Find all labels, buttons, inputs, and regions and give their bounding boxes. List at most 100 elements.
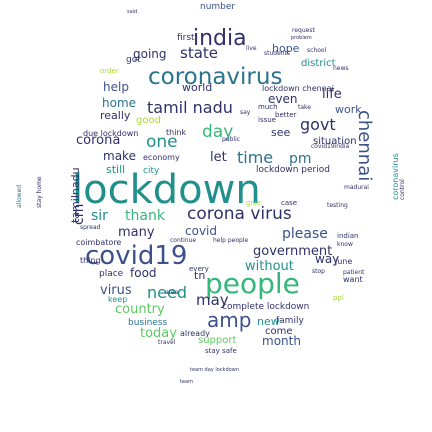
word-continue: continue [170, 237, 197, 244]
word-today: today [140, 326, 177, 341]
word-team-day-lockdown: team day lockdown [190, 367, 239, 373]
word-home: home [102, 96, 137, 110]
word-let: let [210, 150, 227, 165]
word-problem: problem [291, 35, 312, 41]
word-keep: keep [108, 295, 128, 304]
word-allowed: allowed [16, 184, 23, 208]
word-tn: tn [194, 269, 206, 282]
word-lockdown: lockdown [72, 167, 261, 213]
word-control: control [399, 179, 406, 200]
word-help-people: help people [213, 237, 249, 244]
word-think: think [166, 128, 187, 137]
word-govt: govt [300, 115, 336, 134]
word-corona: corona [76, 133, 121, 148]
word-indian: indian [337, 232, 359, 240]
word-make: make [103, 149, 136, 163]
word-every: every [189, 265, 209, 273]
word-give: give [246, 199, 261, 207]
word-virus: virus [100, 283, 132, 298]
word-june: june [335, 257, 353, 266]
word-lockdown-period: lockdown period [256, 165, 330, 175]
word-testing: testing [327, 202, 348, 209]
word-time: time [237, 148, 274, 167]
word-place: place [99, 269, 124, 279]
word-complete-lockdown: complete lockdown [222, 302, 310, 312]
word-even: even [268, 92, 298, 106]
word-coronavirus: coronavirus [148, 64, 283, 90]
word-patient: patient [343, 269, 365, 276]
word-state: state [180, 44, 218, 62]
word-coimbatore: coimbatore [76, 238, 122, 247]
word-really: really [100, 109, 131, 122]
word-country: country [115, 302, 165, 317]
word-family: family [276, 316, 304, 326]
word-city: city [143, 166, 160, 176]
word-covid19india: covid19india [311, 143, 350, 150]
word-hope: hope [272, 42, 300, 55]
word-first: first [177, 33, 195, 43]
word-students: students [264, 50, 291, 57]
word-area: area [165, 289, 179, 296]
word-economy: economy [143, 153, 180, 162]
word-coronavirus: coronavirus [391, 153, 400, 200]
word-know: know [337, 241, 353, 248]
word-got: got [126, 55, 141, 65]
word-say: say [240, 109, 251, 116]
word-need: need [147, 283, 187, 302]
word-take: take [298, 104, 311, 111]
word-world: world [182, 81, 213, 94]
word-covid19: covid19 [85, 241, 188, 271]
word-want: want [343, 275, 363, 284]
word-chennai: chennai [354, 110, 375, 182]
word-going: going [133, 47, 167, 61]
word-tamilnadu: tamilnadu [69, 167, 82, 223]
word-good: good [136, 115, 161, 126]
word-team: team [180, 379, 193, 385]
word-stay-home: stay home [36, 176, 43, 208]
word-month: month [262, 334, 301, 348]
word-spread: spread [80, 224, 101, 231]
word-life: life [322, 87, 342, 102]
word-school: school [307, 47, 327, 54]
word-india: india [193, 26, 247, 51]
word-pm: pm [289, 151, 312, 167]
word-support: support [198, 335, 237, 346]
word-corona-virus: corona virus [187, 204, 292, 224]
word-madurai: madurai [344, 184, 369, 191]
word-already: already [180, 329, 210, 338]
word-lockdown-chennai: lockdown chennai [262, 84, 334, 93]
word-food: food [130, 266, 157, 280]
word-come: come [265, 326, 293, 337]
word-please: please [282, 226, 328, 242]
word-thing: thing [80, 256, 101, 265]
word-better: better [275, 111, 297, 119]
word-live: live [246, 45, 257, 52]
word-covid: covid [185, 224, 217, 238]
word-government: government [253, 244, 333, 259]
word-without: without [245, 259, 294, 274]
word-stop: stop [312, 268, 325, 275]
word-sir: sir [91, 208, 108, 224]
word-news: news [333, 65, 349, 72]
word-order: order [100, 67, 119, 75]
word-number: number [200, 2, 236, 12]
word-request: request [292, 27, 315, 34]
word-way: way [315, 252, 340, 266]
word-business: business [128, 318, 168, 328]
word-still: still [106, 163, 126, 176]
word-see: see [271, 126, 291, 139]
word-case: case [281, 199, 298, 207]
word-stay-safe: stay safe [205, 347, 237, 355]
word-people: people [205, 267, 300, 300]
word-district: district [301, 58, 336, 69]
word-travel: travel [158, 339, 176, 346]
word-tamil-nadu: tamil nadu [147, 98, 233, 117]
word-public: public [222, 136, 241, 143]
word-ppl: ppl [333, 294, 344, 302]
word-new: new [257, 315, 280, 328]
word-thank: thank [125, 208, 165, 224]
word-much: much [258, 103, 278, 111]
word-situation: situation [313, 136, 357, 147]
word-many: many [118, 225, 155, 240]
